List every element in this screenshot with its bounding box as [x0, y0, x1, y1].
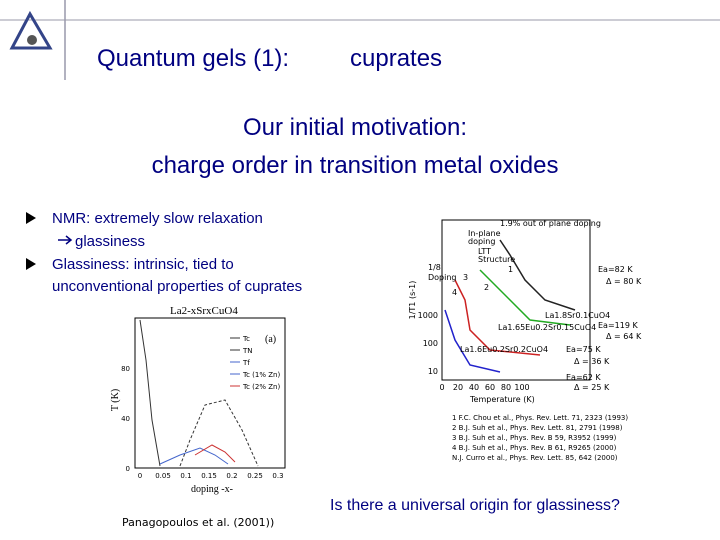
x-tick-label: 0.05 [155, 472, 171, 480]
energy: Ea=82 K [598, 265, 633, 274]
y-tick-label: 100 [423, 339, 438, 348]
reference: 2 B.J. Suh et al., Phys. Rev. Lett. 81, … [452, 424, 623, 432]
note: 1.9% out of plane doping [500, 219, 601, 228]
panel-label: (a) [265, 334, 276, 345]
x-tick-label: 0 [138, 472, 142, 480]
curve [479, 269, 571, 326]
note: Structure [478, 255, 515, 264]
curve [444, 309, 501, 373]
y-label: T (K) [110, 389, 121, 411]
reference: 1 F.C. Chou et al., Phys. Rev. Lett. 71,… [452, 414, 628, 422]
y-tick-label: 1000 [418, 311, 438, 320]
x-tick-label: 0.1 [180, 472, 191, 480]
reference: 4 B.J. Suh et al., Phys. Rev. B 61, R926… [452, 444, 617, 452]
energy: Ea=75 K [566, 345, 601, 354]
question: Is there a universal origin for glassine… [330, 497, 620, 514]
citation: Panagopoulos et al. (2001)) [122, 516, 274, 529]
bullet-text: NMR: extremely slow relaxation [52, 210, 263, 227]
bullet-text: Glassiness: intrinsic, tied to [52, 256, 234, 273]
title: Quantum gels (1): [97, 45, 289, 72]
note: In-plane [468, 229, 501, 238]
energy: Ea=119 K [598, 321, 638, 330]
x-tick-label: 0.15 [201, 472, 217, 480]
y-tick-label: 0 [126, 465, 130, 473]
bullet-mark [26, 212, 36, 224]
curve [179, 399, 259, 467]
bullet-sub: glassiness [75, 233, 145, 250]
compound: La1.65Eu0.2Sr0.15CuO4 [498, 323, 596, 332]
x-tick-label: 100 [514, 383, 529, 392]
compound: La1.8Sr0.1CuO4 [545, 311, 610, 320]
y-tick-label: 10 [428, 367, 438, 376]
note: Doping [428, 273, 457, 282]
x-tick-label: 80 [501, 383, 511, 392]
energy: Δ = 25 K [574, 383, 610, 392]
curve [454, 279, 541, 356]
energy: Δ = 64 K [606, 332, 642, 341]
x-label: doping -x- [191, 484, 233, 495]
curve-id: 3 [463, 273, 468, 282]
frame [441, 219, 591, 381]
bullets: NMR: extremely slow relaxation glassines… [26, 210, 302, 295]
reference: 3 B.J. Suh et al., Phys. Rev. B 59, R395… [452, 434, 617, 442]
curve-id: 4 [452, 288, 457, 297]
energy: Δ = 36 K [574, 357, 610, 366]
y-tick-label: 80 [121, 365, 130, 373]
energy: Ea=62 K [566, 373, 601, 382]
curve [159, 447, 229, 465]
note: doping [468, 237, 495, 246]
curve-id: 2 [484, 283, 489, 292]
legend-label: Tc (2% Zn) [242, 383, 280, 391]
x-tick-label: 0.25 [247, 472, 263, 480]
note: LTT [478, 247, 491, 256]
compound: La1.6Eu0.2Sr0.2CuO4 [460, 345, 548, 354]
x-tick-label: 20 [453, 383, 463, 392]
subtitle: charge order in transition metal oxides [152, 152, 559, 179]
phase-diagram: La2-xSrxCuO4 T (K) doping -x- (a) 0 40 80 0… [110, 305, 286, 495]
legend-label: TN [242, 347, 253, 355]
curve [499, 239, 576, 311]
curve [194, 444, 236, 463]
bullet-mark [26, 258, 36, 270]
x-tick-label: 0.2 [226, 472, 237, 480]
note: 1/8 [428, 263, 441, 272]
subtitle: Our initial motivation: [243, 114, 467, 141]
bullet-text: unconventional properties of cuprates [52, 278, 302, 295]
x-tick-label: 40 [469, 383, 479, 392]
x-tick-label: 0.3 [272, 472, 283, 480]
curve-id: 1 [508, 265, 513, 274]
frame [134, 317, 286, 469]
reference: N.J. Curro et al., Phys. Rev. Lett. 85, … [452, 454, 618, 462]
legend-label: Tc [242, 335, 250, 343]
y-tick-label: 40 [121, 415, 130, 423]
figure-title: La2-xSrxCuO4 [170, 305, 238, 317]
curve [139, 319, 161, 467]
x-tick-label: 60 [485, 383, 495, 392]
x-tick-label: 0 [439, 383, 444, 392]
energy: Δ = 80 K [606, 277, 642, 286]
legend-label: Tf [242, 359, 250, 367]
arrow [58, 235, 73, 245]
x-label: Temperature (K) [469, 395, 535, 404]
y-label: 1/T1 (s-1) [408, 281, 417, 320]
logo [9, 10, 53, 50]
title-topic: cuprates [350, 45, 442, 72]
legend-label: Tc (1% Zn) [242, 371, 280, 379]
